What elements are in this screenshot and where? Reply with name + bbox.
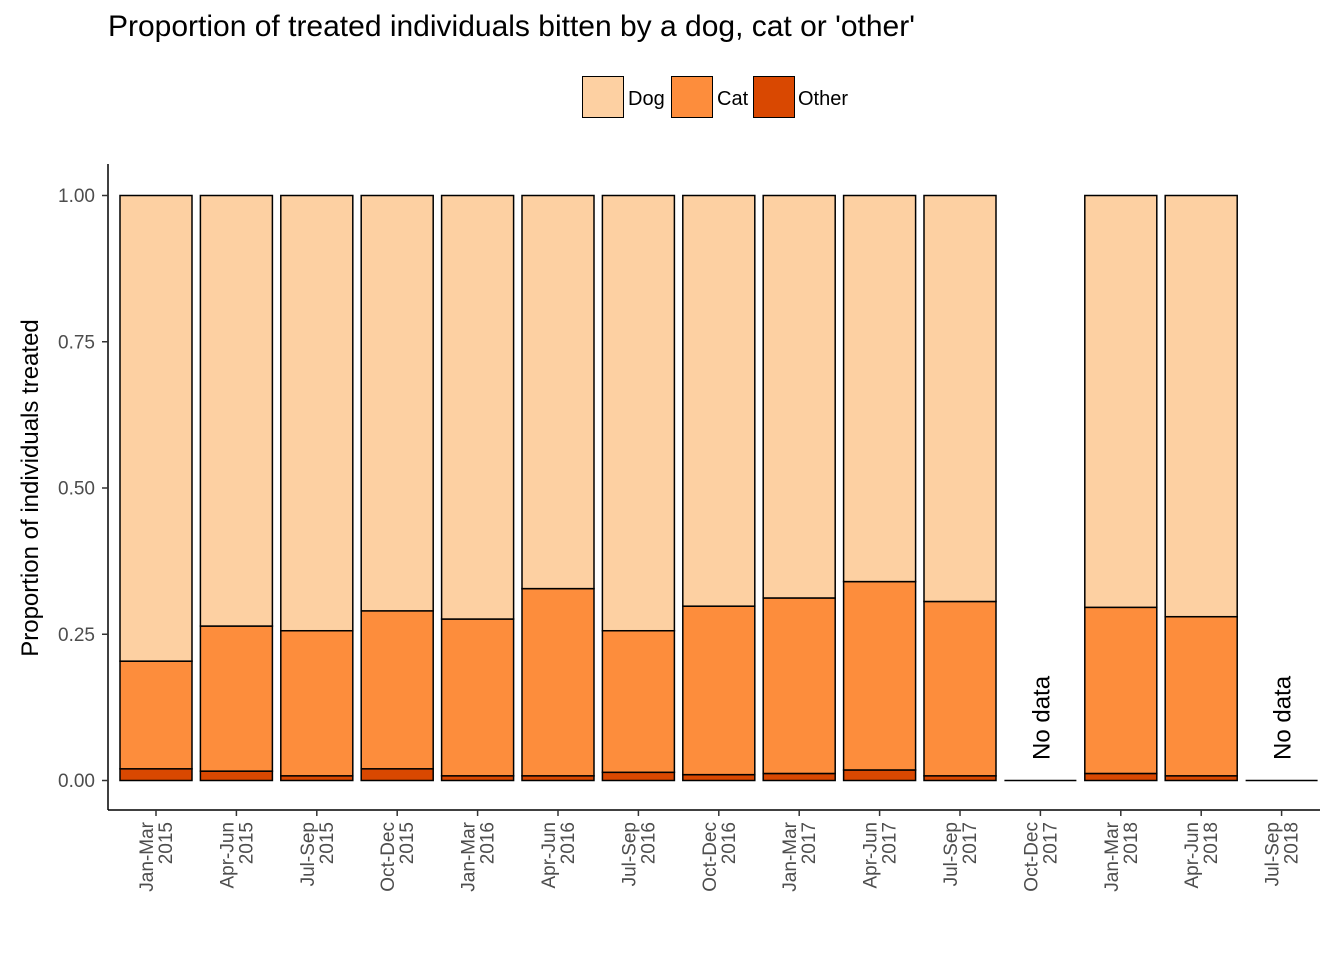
x-tick-label: Jul-Sep2018 xyxy=(1263,822,1303,886)
x-tick-label: Jan-Mar2017 xyxy=(780,821,820,891)
x-tick-label-year: 2017 xyxy=(960,822,981,864)
x-tick-label: Jan-Mar2016 xyxy=(459,821,499,891)
legend-label-cat: Cat xyxy=(717,88,749,110)
bar-segment-other xyxy=(1084,772,1158,782)
x-tick-label-period: Jul-Sep xyxy=(619,822,640,886)
x-tick-label-year: 2015 xyxy=(397,822,418,864)
x-tick-label-period: Jul-Sep xyxy=(298,822,319,886)
x-tick-label: Jul-Sep2015 xyxy=(298,822,338,886)
x-tick-label: Oct-Dec2015 xyxy=(378,822,418,892)
x-tick-label: Jan-Mar2018 xyxy=(1102,821,1142,891)
bar-segment-dog xyxy=(280,194,354,632)
legend-label-other: Other xyxy=(798,88,849,110)
y-tick-label: 1.00 xyxy=(58,186,95,207)
y-tick-label: 0.00 xyxy=(58,771,95,792)
bar-segment-cat xyxy=(923,600,997,777)
bar-segment-dog xyxy=(440,194,515,620)
x-tick-label-period: Apr-Jun xyxy=(1182,822,1203,889)
bar-segment-cat xyxy=(1084,606,1158,775)
bar-segment-dog xyxy=(360,194,434,612)
bar-segment-other xyxy=(360,768,434,782)
x-tick-label-year: 2015 xyxy=(156,822,177,864)
x-tick-label: Jan-Mar2015 xyxy=(137,821,177,891)
bar-segment-dog xyxy=(762,194,836,599)
x-tick-label-year: 2016 xyxy=(638,822,659,864)
bar-segment-dog xyxy=(521,194,595,590)
x-tick-label-period: Oct-Dec xyxy=(1021,822,1042,892)
bar-segment-cat xyxy=(1164,615,1238,777)
x-tick-label-period: Jul-Sep xyxy=(941,822,962,886)
bar-segment-dog xyxy=(842,194,917,583)
bar-segment-dog xyxy=(199,194,274,627)
bar-segment-cat xyxy=(360,610,434,770)
x-tick-label-year: 2016 xyxy=(478,822,499,864)
x-tick-label: Apr-Jun2015 xyxy=(217,822,257,889)
y-tick-label: 0.25 xyxy=(58,625,95,646)
x-tick-label-period: Jan-Mar xyxy=(459,821,480,891)
bar-segment-other xyxy=(601,771,676,782)
y-axis-title: Proportion of individuals treated xyxy=(17,319,44,657)
chart-title: Proportion of treated individuals bitten… xyxy=(108,10,915,43)
bar-segment-dog xyxy=(682,194,756,607)
x-tick-label-year: 2018 xyxy=(1201,822,1222,864)
x-tick-label-year: 2017 xyxy=(880,822,901,864)
bar-segment-dog xyxy=(1084,194,1158,609)
bar-segment-dog xyxy=(923,194,997,603)
bar-segment-other xyxy=(119,768,193,782)
bar-segment-cat xyxy=(440,618,515,777)
bar-segment-other xyxy=(682,773,756,782)
x-tick-label-period: Apr-Jun xyxy=(217,822,238,889)
x-tick-label-year: 2018 xyxy=(1121,822,1142,864)
x-tick-label: Apr-Jun2018 xyxy=(1182,822,1222,889)
x-tick-label-year: 2016 xyxy=(719,822,740,864)
x-tick-label-period: Jan-Mar xyxy=(137,821,158,891)
bar-segment-cat xyxy=(762,597,836,775)
x-tick-label-year: 2017 xyxy=(1040,822,1061,864)
x-tick-label-period: Apr-Jun xyxy=(539,822,560,889)
no-data-annotation: No data xyxy=(1270,675,1297,760)
bar-segment-cat xyxy=(119,660,193,770)
x-tick-label-period: Apr-Jun xyxy=(861,822,882,889)
x-tick-label-period: Jan-Mar xyxy=(780,821,801,891)
bar-segment-cat xyxy=(280,629,354,777)
legend-label-dog: Dog xyxy=(628,88,665,110)
x-tick-label-year: 2015 xyxy=(317,822,338,864)
bar-segment-cat xyxy=(601,629,676,774)
x-tick-label: Jul-Sep2017 xyxy=(941,822,981,886)
x-tick-label-year: 2017 xyxy=(799,822,820,864)
x-tick-label: Oct-Dec2017 xyxy=(1021,822,1061,892)
x-tick-label: Apr-Jun2016 xyxy=(539,822,579,889)
x-tick-label: Apr-Jun2017 xyxy=(861,822,901,889)
y-tick-label: 0.75 xyxy=(58,332,95,353)
x-tick-label-year: 2018 xyxy=(1282,822,1303,864)
x-tick-label-period: Jan-Mar xyxy=(1102,821,1123,891)
x-tick-label-period: Oct-Dec xyxy=(700,822,721,892)
bar-segment-cat xyxy=(199,625,274,772)
bar-segment-dog xyxy=(601,194,676,632)
bar-segment-cat xyxy=(521,587,595,777)
x-tick-label-year: 2016 xyxy=(558,822,579,864)
legend-swatch-cat xyxy=(671,76,713,118)
x-tick-label: Jul-Sep2016 xyxy=(619,822,659,886)
bar-segment-dog xyxy=(119,194,193,662)
x-tick-label-period: Jul-Sep xyxy=(1263,822,1284,886)
bar-segment-cat xyxy=(682,605,756,776)
bar-segment-cat xyxy=(842,580,917,771)
x-tick-label-period: Oct-Dec xyxy=(378,822,399,892)
legend-swatch-dog xyxy=(582,76,624,118)
legend-swatch-other xyxy=(753,76,795,118)
bar-segment-other xyxy=(762,772,836,782)
bar-segment-dog xyxy=(1164,194,1238,618)
bar-segment-other xyxy=(842,769,917,782)
no-data-annotation: No data xyxy=(1028,675,1055,760)
x-tick-label: Oct-Dec2016 xyxy=(700,822,740,892)
x-tick-label-year: 2015 xyxy=(236,822,257,864)
bar-segment-other xyxy=(199,770,274,782)
y-tick-label: 0.50 xyxy=(58,479,95,500)
